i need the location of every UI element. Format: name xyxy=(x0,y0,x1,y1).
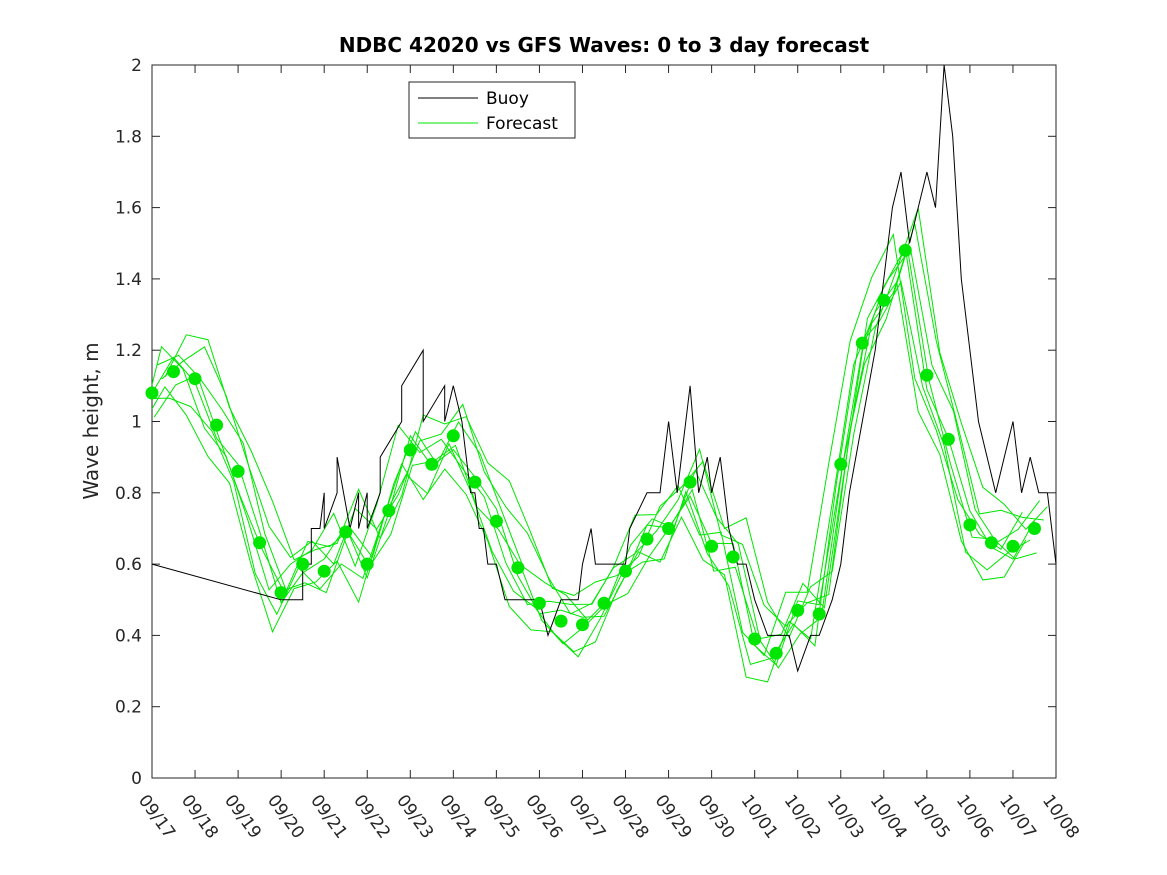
forecast-markers xyxy=(145,243,1041,660)
forecast-marker xyxy=(425,457,439,471)
forecast-marker xyxy=(877,293,891,307)
y-tick-label: 2 xyxy=(131,56,142,76)
forecast-marker xyxy=(231,464,245,478)
forecast-marker xyxy=(554,614,568,628)
forecast-marker xyxy=(403,443,417,457)
forecast-marker xyxy=(339,525,353,539)
forecast-marker xyxy=(834,457,848,471)
y-tick-label: 1.2 xyxy=(115,341,142,361)
forecast-marker xyxy=(511,561,525,575)
forecast-marker xyxy=(791,603,805,617)
forecast-line xyxy=(156,247,1041,640)
forecast-marker xyxy=(941,432,955,446)
legend: Buoy Forecast xyxy=(408,81,576,139)
forecast-marker xyxy=(662,522,676,535)
forecast-marker xyxy=(382,504,396,518)
y-tick-label: 0.2 xyxy=(115,698,142,718)
forecast-marker xyxy=(597,596,611,610)
buoy-line xyxy=(151,64,1057,673)
y-tick-label: 0.6 xyxy=(115,555,142,575)
forecast-line xyxy=(153,248,1037,669)
chart-title: NDBC 42020 vs GFS Waves: 0 to 3 day fore… xyxy=(339,33,870,57)
forecast-marker xyxy=(532,596,546,610)
forecast-marker xyxy=(640,532,654,546)
forecast-marker xyxy=(468,475,482,489)
y-tick-label: 0.8 xyxy=(115,484,142,504)
forecast-marker xyxy=(489,514,503,528)
forecast-marker xyxy=(253,536,267,550)
forecast-line xyxy=(151,232,1023,657)
forecast-marker xyxy=(963,518,977,532)
y-tick-label: 1 xyxy=(131,413,142,433)
y-axis-label: Wave height, m xyxy=(79,342,103,499)
forecast-marker xyxy=(812,607,826,621)
forecast-marker xyxy=(446,429,460,443)
forecast-marker xyxy=(210,418,224,432)
forecast-marker xyxy=(274,586,288,600)
y-tick-label: 1.8 xyxy=(115,127,142,147)
forecast-marker xyxy=(145,386,159,400)
y-tick-label: 0.4 xyxy=(115,626,142,646)
forecast-marker xyxy=(683,475,697,489)
forecast-marker xyxy=(984,536,998,550)
forecast-marker xyxy=(855,336,869,350)
forecast-marker xyxy=(576,618,589,632)
forecast-marker xyxy=(898,243,912,257)
forecast-line xyxy=(151,281,1027,683)
legend-label: Forecast xyxy=(486,114,558,134)
legend-label: Buoy xyxy=(486,89,529,109)
y-tick-label: 1.6 xyxy=(115,199,142,219)
forecast-marker xyxy=(920,368,934,382)
forecast-marker xyxy=(317,564,331,578)
forecast-marker xyxy=(748,632,762,646)
forecast-marker xyxy=(1006,539,1020,553)
forecast-marker xyxy=(167,365,180,379)
forecast-marker xyxy=(726,550,740,564)
y-tick-label: 0 xyxy=(131,769,142,789)
y-tick-label: 1.4 xyxy=(115,270,142,290)
forecast-marker xyxy=(769,646,783,660)
forecast-marker xyxy=(360,557,374,571)
forecast-marker xyxy=(705,539,719,553)
forecast-lines xyxy=(151,208,1048,683)
forecast-marker xyxy=(1028,522,1041,535)
forecast-marker xyxy=(619,564,632,578)
forecast-line xyxy=(151,280,1031,666)
forecast-marker xyxy=(296,557,310,571)
forecast-marker xyxy=(188,372,202,386)
legend-box xyxy=(408,81,576,139)
buoy-line-layer xyxy=(151,64,1057,673)
